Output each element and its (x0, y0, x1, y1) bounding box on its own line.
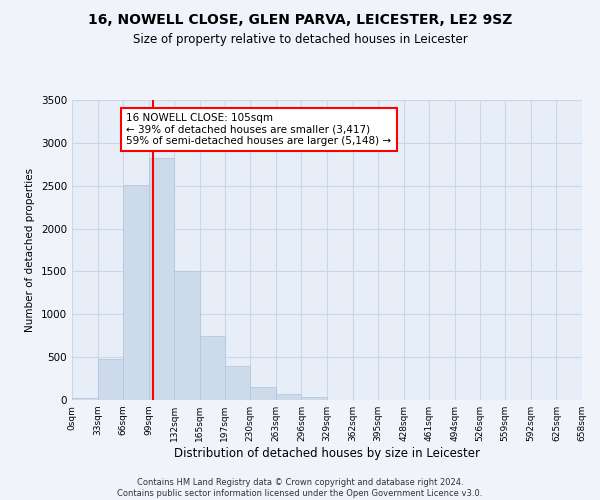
Bar (276, 394, 301, 400)
Y-axis label: Number of detached properties: Number of detached properties (25, 168, 35, 332)
Bar (149, 158, 175, 400)
Text: Size of property relative to detached houses in Leicester: Size of property relative to detached ho… (133, 32, 467, 46)
Bar (250, 387, 276, 400)
Bar (175, 270, 200, 400)
Bar (224, 366, 250, 400)
Text: 16, NOWELL CLOSE, GLEN PARVA, LEICESTER, LE2 9SZ: 16, NOWELL CLOSE, GLEN PARVA, LEICESTER,… (88, 12, 512, 26)
Bar (123, 185, 149, 400)
Bar (200, 336, 224, 400)
Bar (72, 398, 98, 400)
Text: Contains HM Land Registry data © Crown copyright and database right 2024.
Contai: Contains HM Land Registry data © Crown c… (118, 478, 482, 498)
Bar (98, 359, 123, 400)
Text: 16 NOWELL CLOSE: 105sqm
← 39% of detached houses are smaller (3,417)
59% of semi: 16 NOWELL CLOSE: 105sqm ← 39% of detache… (126, 113, 391, 146)
X-axis label: Distribution of detached houses by size in Leicester: Distribution of detached houses by size … (174, 447, 480, 460)
Bar (301, 398, 327, 400)
